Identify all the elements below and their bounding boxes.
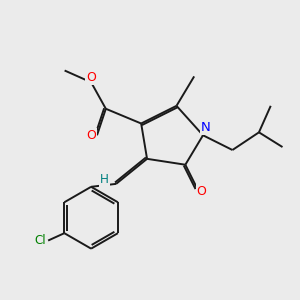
Text: O: O — [86, 71, 96, 84]
Text: N: N — [201, 122, 211, 134]
Text: O: O — [196, 185, 206, 198]
Text: O: O — [86, 129, 96, 142]
Text: H: H — [100, 173, 109, 186]
Text: Cl: Cl — [34, 234, 46, 247]
